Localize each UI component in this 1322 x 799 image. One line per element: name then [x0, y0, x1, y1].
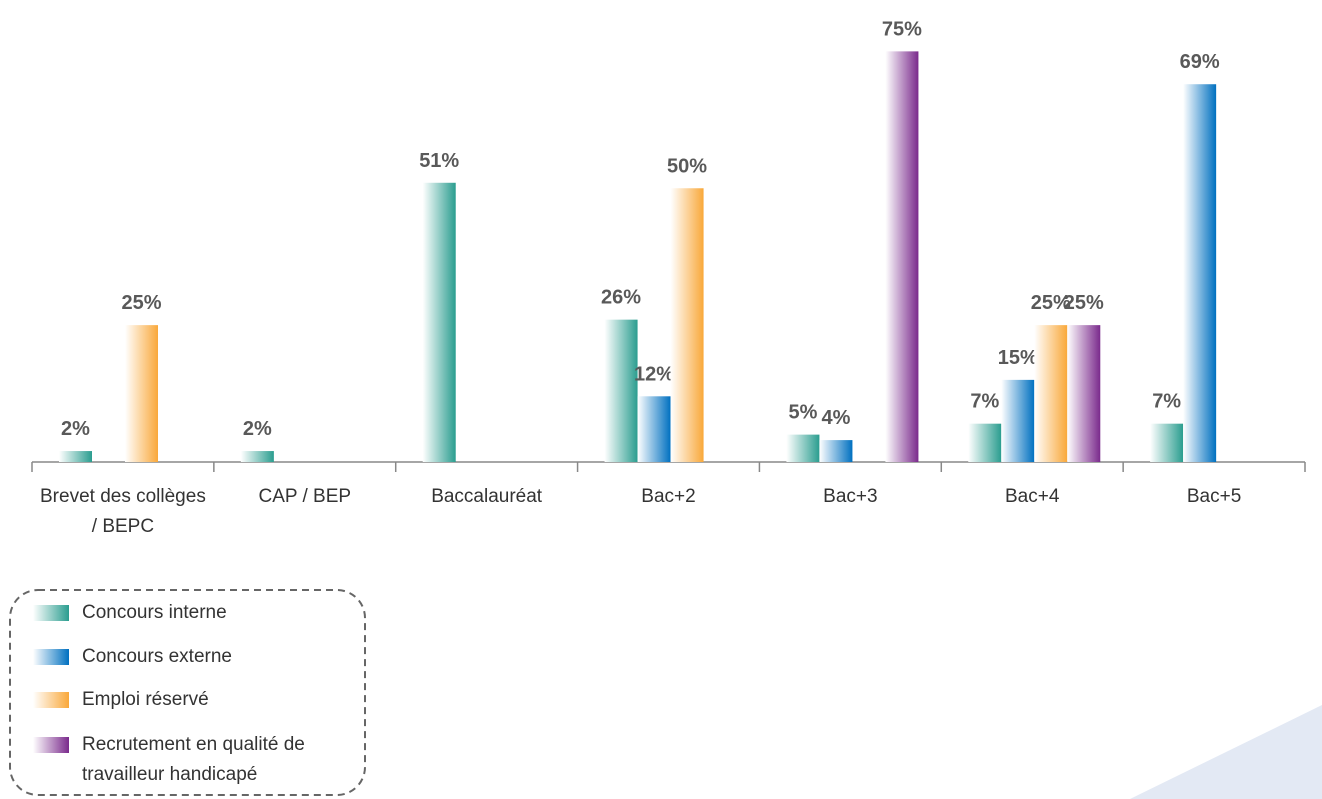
legend-swatch: [33, 605, 69, 621]
value-label: 12%: [634, 363, 674, 385]
bar: [240, 451, 274, 462]
bar: [1150, 423, 1184, 462]
value-label: 4%: [821, 407, 850, 429]
legend-item: Recrutement en qualité de travailleur ha…: [33, 730, 342, 790]
value-label: 2%: [243, 418, 272, 440]
bar: [1067, 325, 1101, 462]
x-tick-label: Bac+5: [1186, 486, 1242, 507]
x-tick-label: Brevet des collèges / BEPC: [40, 486, 206, 537]
decoration: [1130, 705, 1322, 799]
legend-item: Emploi réservé: [33, 685, 342, 715]
value-label: 75%: [882, 18, 922, 40]
x-tick-label: Bac+2: [641, 486, 696, 507]
legend-swatch: [33, 692, 69, 708]
legend-label: Concours interne: [82, 602, 227, 623]
legend-item: Concours externe: [33, 642, 342, 672]
value-label: 50%: [667, 155, 707, 177]
bar: [637, 396, 671, 462]
legend-label: Recrutement en qualité de travailleur ha…: [82, 734, 305, 785]
bar: [125, 325, 158, 462]
value-label: 51%: [419, 150, 459, 172]
value-label: 7%: [970, 391, 999, 413]
legend-swatch: [33, 649, 69, 665]
value-label: 7%: [1152, 391, 1181, 413]
legend-swatch: [33, 737, 69, 753]
value-label: 25%: [121, 292, 161, 314]
value-label: 26%: [601, 287, 641, 309]
value-label: 2%: [61, 418, 90, 440]
x-tick-label: Bac+3: [823, 486, 878, 507]
x-tick-label: CAP / BEP: [258, 486, 352, 507]
bar: [59, 451, 92, 462]
value-label: 5%: [788, 402, 817, 424]
value-label: 15%: [998, 347, 1038, 369]
legend-frame: [9, 589, 366, 796]
x-tick-label: Bac+4: [1005, 486, 1060, 507]
bar: [1183, 84, 1217, 462]
bar: [670, 188, 704, 462]
bar: [885, 51, 919, 462]
bar: [819, 440, 853, 462]
bar: [604, 319, 638, 462]
value-label: 25%: [1031, 292, 1071, 314]
bar: [968, 423, 1002, 462]
legend-label: Concours externe: [82, 646, 232, 667]
bar: [1034, 325, 1068, 462]
x-tick-label: Baccalauréat: [431, 486, 543, 507]
legend-label: Emploi réservé: [82, 689, 209, 710]
bar: [786, 434, 820, 462]
value-label: 25%: [1064, 292, 1104, 314]
bar: [1001, 379, 1035, 462]
value-label: 69%: [1180, 51, 1220, 73]
legend-item: Concours interne: [33, 598, 342, 628]
bar: [422, 182, 456, 462]
